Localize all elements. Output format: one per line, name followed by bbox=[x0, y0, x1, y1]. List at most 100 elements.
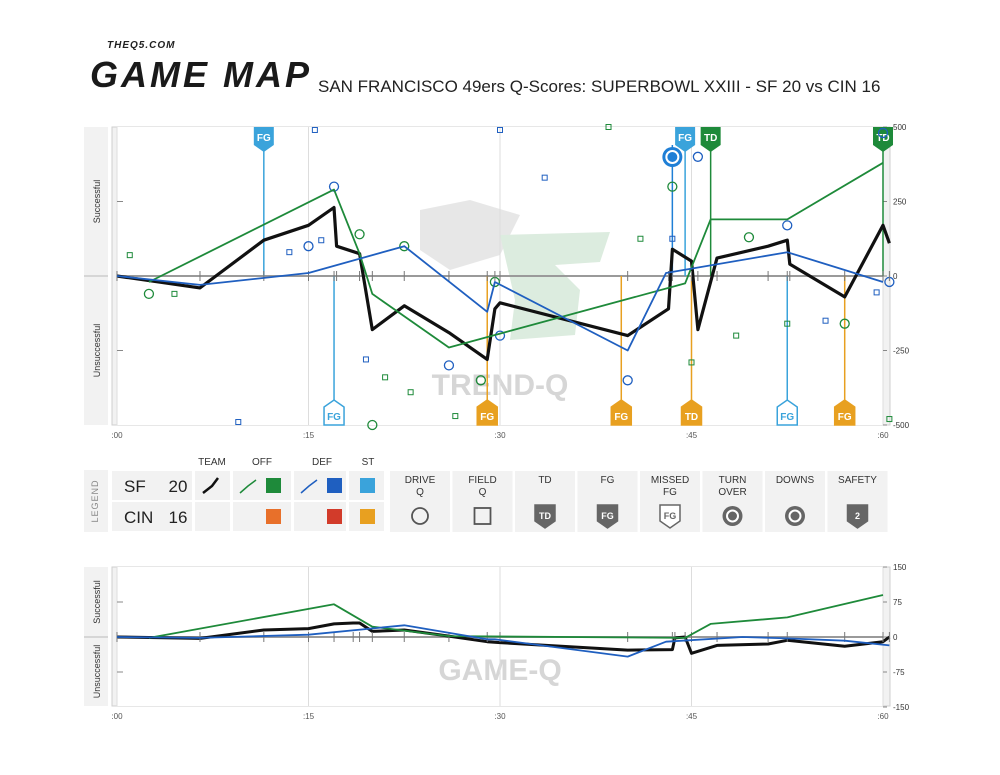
drive-q-marker bbox=[877, 127, 889, 139]
team-series-line bbox=[116, 205, 891, 361]
field-q-marker bbox=[733, 332, 740, 339]
legend-key-cell bbox=[233, 502, 291, 531]
missed-fg-badge-icon bbox=[659, 504, 681, 529]
logo-five bbox=[500, 232, 610, 340]
team-series-line bbox=[116, 621, 891, 655]
drive-q-marker bbox=[692, 151, 704, 162]
legend-item-label: Q bbox=[416, 487, 424, 498]
x-tick-label: :00 bbox=[111, 712, 123, 721]
field-q-marker bbox=[286, 249, 293, 256]
y-tick-label: 75 bbox=[893, 598, 902, 607]
legend-item-label: DRIVE bbox=[405, 475, 436, 486]
event-badge bbox=[700, 127, 721, 152]
field-q-marker bbox=[669, 235, 676, 242]
event-badge bbox=[680, 399, 703, 426]
field-q-marker bbox=[311, 126, 318, 133]
y-label-unsuccessful: Unsuccessful bbox=[92, 645, 102, 699]
square-icon bbox=[473, 507, 492, 525]
x-tick-label: :15 bbox=[303, 712, 315, 721]
drive-q-marker bbox=[743, 232, 755, 243]
field-q-marker bbox=[688, 359, 695, 366]
y-tick-label: 150 bbox=[893, 563, 907, 572]
y-tick-label: 0 bbox=[893, 272, 898, 281]
event-badge-label: FG bbox=[780, 412, 794, 423]
field-q-marker bbox=[605, 124, 612, 130]
field-q-marker bbox=[362, 356, 369, 363]
x-tick-label: :00 bbox=[111, 431, 123, 440]
event-badge bbox=[776, 399, 798, 426]
legend-item-label: FG bbox=[663, 487, 677, 498]
missed-fg-badge-icon-glyph: FG bbox=[664, 511, 677, 521]
drive-q-marker bbox=[622, 375, 633, 386]
event-badge-label: FG bbox=[678, 133, 692, 144]
field-q-marker bbox=[873, 289, 880, 296]
legend-item-box bbox=[452, 471, 513, 532]
y-tick-label: -250 bbox=[893, 347, 910, 356]
field-q-marker bbox=[497, 126, 503, 133]
y-tick-label: -75 bbox=[893, 668, 905, 677]
legend-side-label: LEGEND bbox=[90, 479, 100, 522]
y-tick-label: 250 bbox=[893, 198, 907, 207]
td-badge-icon-glyph: TD bbox=[539, 511, 551, 521]
field-q-marker bbox=[541, 174, 548, 181]
drive-q-marker bbox=[667, 181, 678, 192]
brand-site: THEQ5.COM bbox=[107, 40, 176, 51]
opp-def-key-swatch bbox=[327, 509, 342, 524]
fg-badge-icon bbox=[596, 504, 619, 529]
turnover-icon bbox=[662, 147, 683, 167]
x-tick-label: :60 bbox=[877, 431, 889, 440]
drive-q-marker bbox=[303, 241, 314, 252]
y-tick-label: 0 bbox=[893, 633, 898, 642]
legend-item-label: MISSED bbox=[651, 475, 689, 486]
offense-series-line bbox=[148, 594, 884, 639]
legend-col-st: ST bbox=[362, 457, 375, 468]
legend-col-def: DEF bbox=[312, 457, 332, 468]
x-tick-label: :45 bbox=[686, 712, 698, 721]
off-key-line bbox=[239, 479, 257, 494]
turnover-icon-ring bbox=[665, 150, 680, 164]
field-q-marker bbox=[886, 416, 893, 423]
drive-q-marker bbox=[839, 318, 850, 329]
legend-key-cell bbox=[233, 471, 291, 500]
x-tick-label: :45 bbox=[686, 431, 698, 440]
def-key-line bbox=[300, 479, 318, 494]
legend-item-label: FIELD bbox=[468, 475, 496, 486]
legend-team-cell bbox=[112, 502, 192, 531]
event-badge-label: FG bbox=[614, 412, 628, 423]
event-badge-label: TD bbox=[685, 412, 698, 423]
legend-key-cell bbox=[195, 502, 230, 531]
drive-q-marker bbox=[143, 288, 155, 300]
legend-team-name: SF bbox=[124, 477, 146, 496]
event-badge-label: FG bbox=[327, 412, 341, 423]
turnover-icon bbox=[722, 506, 743, 526]
opp-off-key-swatch bbox=[266, 509, 281, 524]
field-q-marker bbox=[318, 237, 325, 244]
y-tick-label: -500 bbox=[893, 421, 910, 430]
legend-col-off: OFF bbox=[252, 457, 272, 468]
opp-st-key-swatch bbox=[360, 509, 375, 524]
field-q-marker bbox=[407, 389, 414, 396]
legend-item-label: FG bbox=[601, 475, 615, 486]
def-key-swatch bbox=[327, 478, 342, 493]
field-q-marker bbox=[637, 235, 644, 242]
downs-icon bbox=[785, 506, 805, 526]
field-q-marker bbox=[382, 374, 389, 381]
legend-side-column bbox=[84, 470, 108, 532]
legend-item-label: DOWNS bbox=[776, 475, 815, 486]
x-tick-label: :60 bbox=[877, 712, 889, 721]
drive-q-marker bbox=[367, 419, 378, 431]
event-badge-label: TD bbox=[876, 133, 889, 144]
team-key-line bbox=[202, 477, 219, 494]
safety-badge-icon-glyph: 2 bbox=[855, 511, 860, 521]
safety-badge-icon bbox=[846, 504, 869, 529]
y-label-successful: Successful bbox=[92, 580, 102, 624]
event-badge-label: FG bbox=[257, 133, 271, 144]
legend-item-label: Q bbox=[479, 487, 487, 498]
drive-q-marker bbox=[443, 360, 455, 371]
td-badge-icon bbox=[534, 504, 556, 529]
event-badge-label: TD bbox=[704, 133, 717, 144]
field-q-marker bbox=[126, 252, 133, 259]
